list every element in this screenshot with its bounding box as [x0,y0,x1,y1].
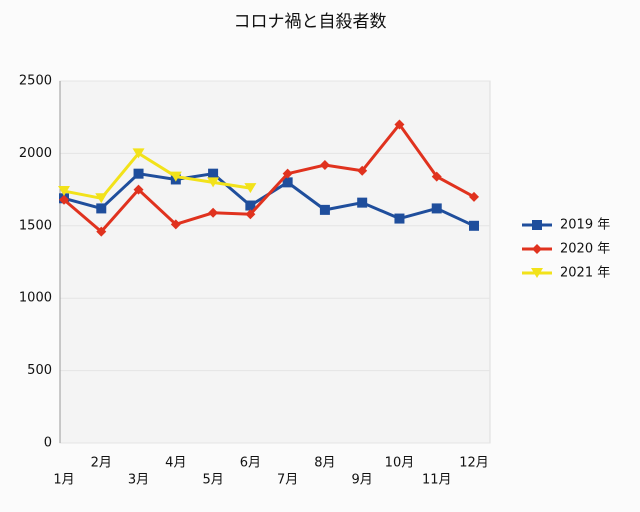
data-point [96,226,107,237]
data-point [394,213,405,224]
data-point [394,119,405,130]
y-tick-label: 1500 [19,218,52,233]
data-point [133,168,144,179]
y-tick-label: 500 [27,363,52,378]
data-point [319,204,330,215]
data-point [96,203,107,214]
data-point [431,171,442,182]
data-point [245,200,256,211]
data-point [282,168,293,179]
series-line [63,151,251,200]
data-point [207,177,220,188]
legend-marker [532,220,542,230]
x-tick-label: 5月 [202,473,223,488]
data-point [169,171,182,182]
data-point [95,193,108,204]
y-tick-label: 0 [44,436,52,451]
x-tick-label: 8月 [314,456,335,471]
data-point [357,165,368,176]
data-point [59,194,69,205]
x-tick-label: 2月 [91,456,112,471]
data-point [469,191,479,202]
x-tick-label: 9月 [352,473,373,488]
y-tick-label: 2000 [19,146,52,161]
data-point [170,219,181,230]
data-point [244,183,257,194]
legend-label: 2020 年 [560,242,610,257]
data-point [319,159,330,170]
y-tick-label: 2500 [19,74,52,89]
data-point [431,203,442,214]
x-tick-label: 3月 [128,473,149,488]
data-point [132,148,145,159]
data-point [469,220,479,231]
data-point [133,184,144,195]
series-line [63,121,475,234]
x-tick-label: 10月 [385,456,415,471]
x-tick-label: 4月 [165,456,186,471]
plot-area [59,80,491,444]
data-point [208,168,219,179]
chart-title: コロナ禍と自殺者数 [234,12,387,32]
y-tick-label: 1000 [19,291,52,306]
x-tick-label: 6月 [240,456,261,471]
data-point [208,207,219,218]
x-tick-label: 12月 [459,456,489,471]
data-point [58,186,70,197]
x-tick-label: 1月 [53,473,74,488]
data-point [282,177,293,188]
data-point [357,197,368,208]
legend-marker [531,268,543,278]
legend-label: 2019 年 [560,218,610,233]
legend-label: 2021 年 [560,266,610,281]
x-tick-label: 11月 [422,473,452,488]
x-tick-label: 7月 [277,473,298,488]
data-point [245,209,256,220]
legend-marker [532,244,542,254]
